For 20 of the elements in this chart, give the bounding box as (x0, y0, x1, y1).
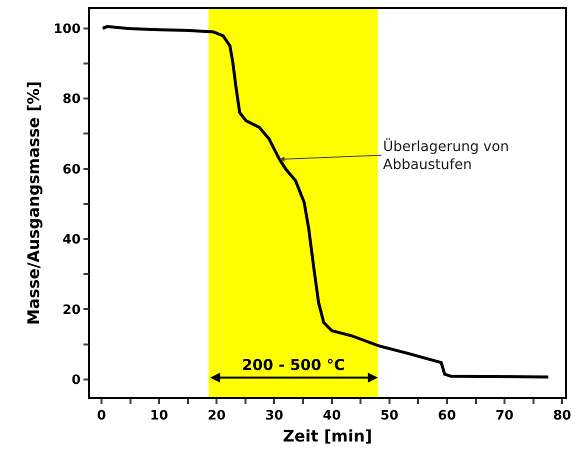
x-tick-label: 40 (322, 408, 341, 424)
x-tick-label: 20 (208, 408, 226, 424)
x-tick-label: 80 (553, 408, 572, 424)
y-tick-label: 20 (62, 302, 81, 318)
y-tick-label: 40 (62, 232, 81, 248)
x-axis-title: Zeit [min] (282, 426, 372, 446)
band-label: 200 - 500 °C (242, 356, 346, 374)
x-tick-label: 70 (496, 408, 514, 424)
x-tick-label: 50 (380, 408, 398, 424)
x-tick-label: 0 (96, 408, 106, 424)
x-tick-label: 10 (150, 408, 168, 424)
x-tick-label: 30 (265, 408, 284, 424)
y-tick-label: 100 (54, 22, 81, 37)
y-tick-label: 80 (62, 92, 81, 108)
line-series (101, 25, 550, 378)
y-axis-title: Masse/Ausgangsmasse [%] (24, 81, 43, 325)
y-tick-label: 60 (62, 162, 81, 178)
y-tick-label: 0 (72, 372, 81, 388)
annotation: Überlagerung von Abbaustufen (383, 138, 510, 174)
x-tick-label: 60 (438, 408, 456, 424)
